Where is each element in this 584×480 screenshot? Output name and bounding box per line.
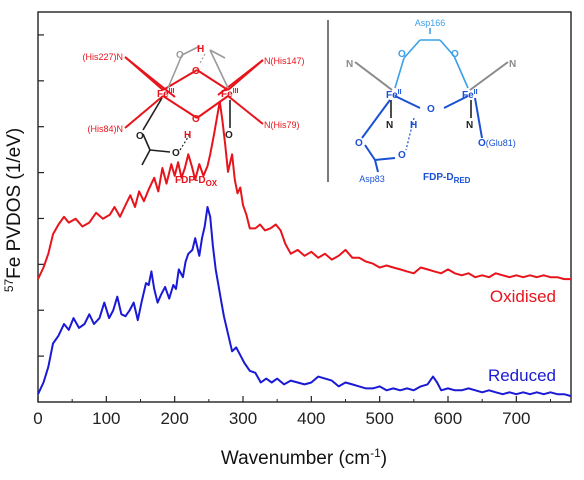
svg-text:FDP-DRED: FDP-DRED — [423, 172, 471, 185]
svg-text:N: N — [386, 120, 393, 131]
svg-text:O: O — [398, 49, 406, 60]
svg-text:O: O — [451, 49, 459, 60]
x-tick-label: 200 — [160, 409, 188, 428]
x-tick-label: 0 — [33, 409, 42, 428]
svg-text:FeIII: FeIII — [157, 88, 175, 100]
svg-text:O: O — [192, 114, 200, 125]
svg-text:H: H — [410, 120, 417, 131]
svg-text:Asp166: Asp166 — [415, 18, 446, 28]
plot-frame — [37, 11, 572, 403]
svg-text:Asp83: Asp83 — [359, 174, 385, 184]
svg-text:O: O — [355, 138, 363, 149]
svg-text:O: O — [225, 130, 233, 141]
series-layer — [37, 100, 572, 398]
svg-text:N: N — [346, 59, 353, 70]
svg-text:O(Glu81): O(Glu81) — [478, 138, 516, 149]
svg-text:FDP-DOX: FDP-DOX — [175, 175, 218, 188]
x-tick-label: 400 — [297, 409, 325, 428]
svg-text:(His227)N: (His227)N — [82, 52, 123, 62]
x-tick-label: 100 — [92, 409, 120, 428]
inset-reduced-structure: Asp166 O O N N FeII FeII O H N N O O O(G… — [346, 18, 516, 185]
svg-text:O: O — [427, 104, 435, 115]
svg-text:O: O — [172, 148, 180, 159]
y-axis-ticks — [38, 34, 44, 357]
svg-text:N: N — [466, 120, 473, 131]
inset-oxidised-structure: (His227)N (His84)N N(His147) N(His79) Fe… — [82, 44, 304, 188]
series-label-reduced: Reduced — [488, 366, 556, 385]
series-line-reduced — [37, 206, 572, 398]
svg-text:FeIII: FeIII — [221, 88, 239, 100]
x-axis-title: Wavenumber (cm-1) — [221, 446, 387, 469]
svg-text:N(His79): N(His79) — [264, 120, 300, 130]
svg-text:O: O — [398, 150, 406, 161]
x-tick-label: 300 — [229, 409, 257, 428]
svg-text:O: O — [192, 66, 200, 77]
y-axis-title: 57Fe PVDOS (1/eV) — [2, 128, 25, 292]
series-line-oxidised — [37, 100, 571, 281]
series-label-oxidised: Oxidised — [490, 287, 556, 306]
svg-text:FeII: FeII — [462, 89, 478, 101]
x-axis-ticks: 0 100 200 300 400 500 600 700 — [33, 396, 551, 428]
svg-text:FeII: FeII — [386, 89, 402, 101]
svg-text:O: O — [176, 50, 184, 61]
svg-text:N(His147): N(His147) — [264, 56, 305, 66]
x-tick-label: 600 — [434, 409, 462, 428]
svg-text:O: O — [136, 131, 144, 142]
x-tick-label: 700 — [502, 409, 530, 428]
svg-text:H: H — [184, 130, 191, 141]
svg-text:H: H — [197, 44, 204, 55]
svg-text:N: N — [509, 59, 516, 70]
svg-text:(His84)N: (His84)N — [87, 124, 123, 134]
x-tick-label: 500 — [365, 409, 393, 428]
